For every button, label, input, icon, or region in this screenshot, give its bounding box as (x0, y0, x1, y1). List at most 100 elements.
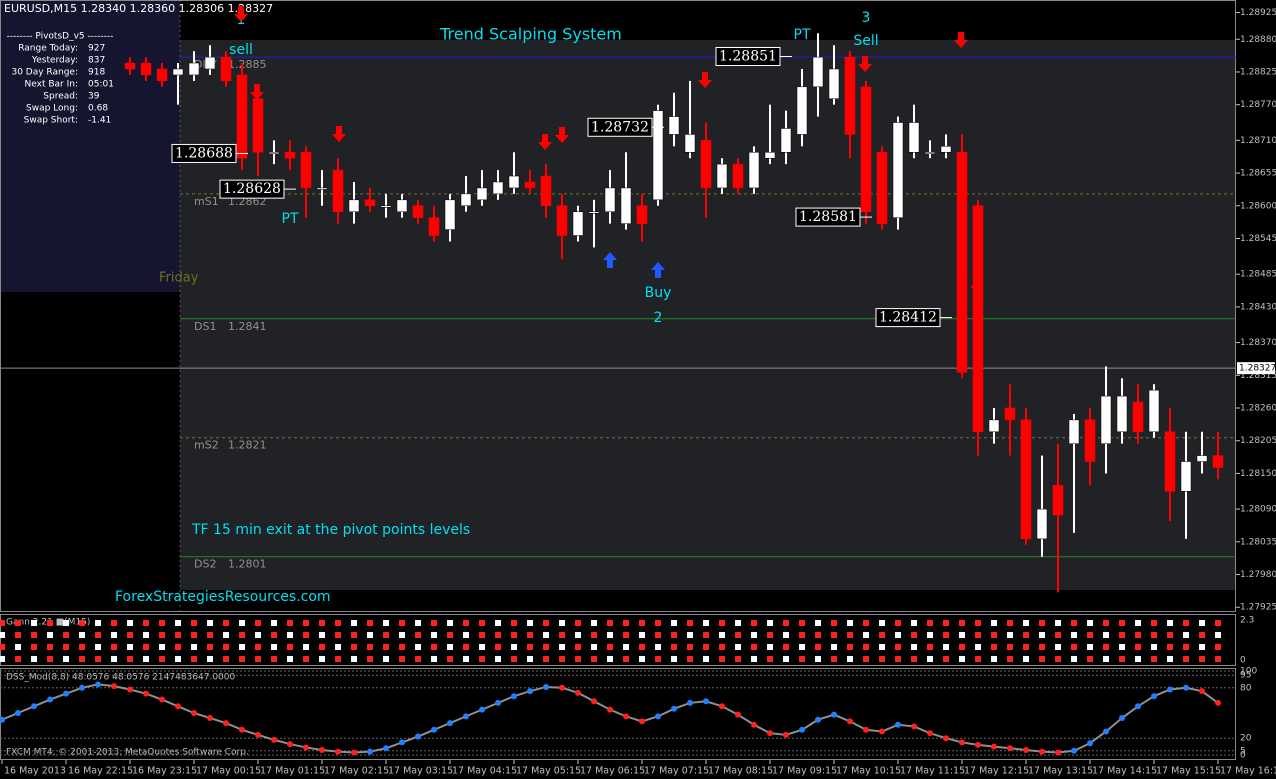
gann-dot (31, 656, 37, 662)
gann-dot (15, 644, 21, 650)
info-label: 30 Day Range: (11, 68, 78, 78)
gann-dot (1087, 620, 1093, 626)
gann-dot (207, 620, 213, 626)
dss-footer: FXCM MT4, © 2001-2013, MetaQuotes Softwa… (6, 748, 249, 758)
gann-dot (143, 656, 149, 662)
gann-dot (31, 632, 37, 638)
gann-dot (447, 632, 453, 638)
candle-body (1132, 401, 1144, 433)
gann-dot (1183, 620, 1189, 626)
gann-dot (815, 632, 821, 638)
gann-dot (463, 656, 469, 662)
candle-body (1084, 419, 1096, 462)
gann-dot (639, 656, 645, 662)
gann-dot (447, 656, 453, 662)
gann-dot (303, 620, 309, 626)
gann-dot (1167, 656, 1173, 662)
y-tick-label: 1.28150 (1240, 469, 1276, 479)
gann-dot (431, 620, 437, 626)
gann-dot (1071, 644, 1077, 650)
dss-dot (463, 713, 469, 720)
gann-dot (1151, 632, 1157, 638)
dss-dot (1135, 703, 1141, 710)
gann-dot (863, 632, 869, 638)
day-label: Friday (159, 271, 199, 286)
candle-body (204, 56, 216, 70)
dss-dot (671, 705, 677, 712)
gann-dot (511, 632, 517, 638)
dss-tick-label: 80 (1240, 683, 1252, 693)
gann-dot (911, 656, 917, 662)
dss-tick-label: 100 (1240, 667, 1257, 677)
gann-dot (847, 644, 853, 650)
dss-dot (991, 743, 997, 750)
gann-dot (687, 644, 693, 650)
dss-tick-label: 95 (1240, 671, 1251, 681)
gann-dot (511, 656, 517, 662)
gann-dot (1135, 656, 1141, 662)
candle-body (300, 152, 312, 189)
gann-dot (991, 632, 997, 638)
gann-dot (719, 656, 725, 662)
gann-dot (415, 620, 421, 626)
candle-body (476, 187, 488, 201)
gann-dot (239, 644, 245, 650)
gann-dot (927, 620, 933, 626)
gann-dot (367, 620, 373, 626)
candle-body (156, 68, 168, 82)
gann-dot (751, 632, 757, 638)
gann-dot (0, 656, 5, 662)
gann-dot (879, 632, 885, 638)
gann-dot (319, 644, 325, 650)
gann-dot (335, 656, 341, 662)
gann-dot (703, 620, 709, 626)
price-box-label: 1.28732 (591, 119, 649, 135)
gann-dot (527, 620, 533, 626)
candle-body (1196, 455, 1208, 462)
dss-dot (799, 726, 805, 733)
gann-dot (1039, 632, 1045, 638)
candle-body (1100, 395, 1112, 444)
gann-dot (1135, 644, 1141, 650)
pivot-name: mS2 (194, 439, 219, 452)
info-title: -------- PivotsD_v5 -------- (7, 32, 114, 42)
dss-dot (751, 721, 757, 728)
gann-dot (1119, 620, 1125, 626)
gann-dot (815, 656, 821, 662)
gann-dot (975, 644, 981, 650)
gann-dot (687, 620, 693, 626)
gann-dot (191, 644, 197, 650)
gann-dot (527, 656, 533, 662)
gann-dot (335, 620, 341, 626)
gann-dot (1135, 620, 1141, 626)
gann-dot (271, 644, 277, 650)
x-tick-label: 17 May 01:15 (260, 766, 325, 777)
candle-body (1212, 455, 1224, 468)
gann-dot (671, 620, 677, 626)
x-tick-label: 17 May 10:15 (836, 766, 901, 777)
dss-dot (1119, 715, 1125, 722)
gann-dot (367, 656, 373, 662)
gann-dot (1023, 644, 1029, 650)
candle-body (988, 419, 1000, 433)
dss-tick-label: 5 (1240, 746, 1246, 756)
gann-dot (79, 656, 85, 662)
dss-dot (319, 746, 325, 753)
gann-dot (623, 632, 629, 638)
gann-dot (415, 656, 421, 662)
gann-dot (175, 656, 181, 662)
candle-body (812, 56, 824, 88)
candle-body (572, 211, 584, 236)
candle-body (444, 199, 456, 230)
gann-dot (847, 632, 853, 638)
gann-dot (975, 656, 981, 662)
gann-dot (463, 632, 469, 638)
gann-dot (351, 620, 357, 626)
dss-dot (1071, 747, 1077, 754)
dss-dot (383, 745, 389, 752)
x-tick-label: 17 May 12:15 (964, 766, 1029, 777)
gann-dot (655, 644, 661, 650)
gann-dot (479, 656, 485, 662)
gann-dot (959, 620, 965, 626)
